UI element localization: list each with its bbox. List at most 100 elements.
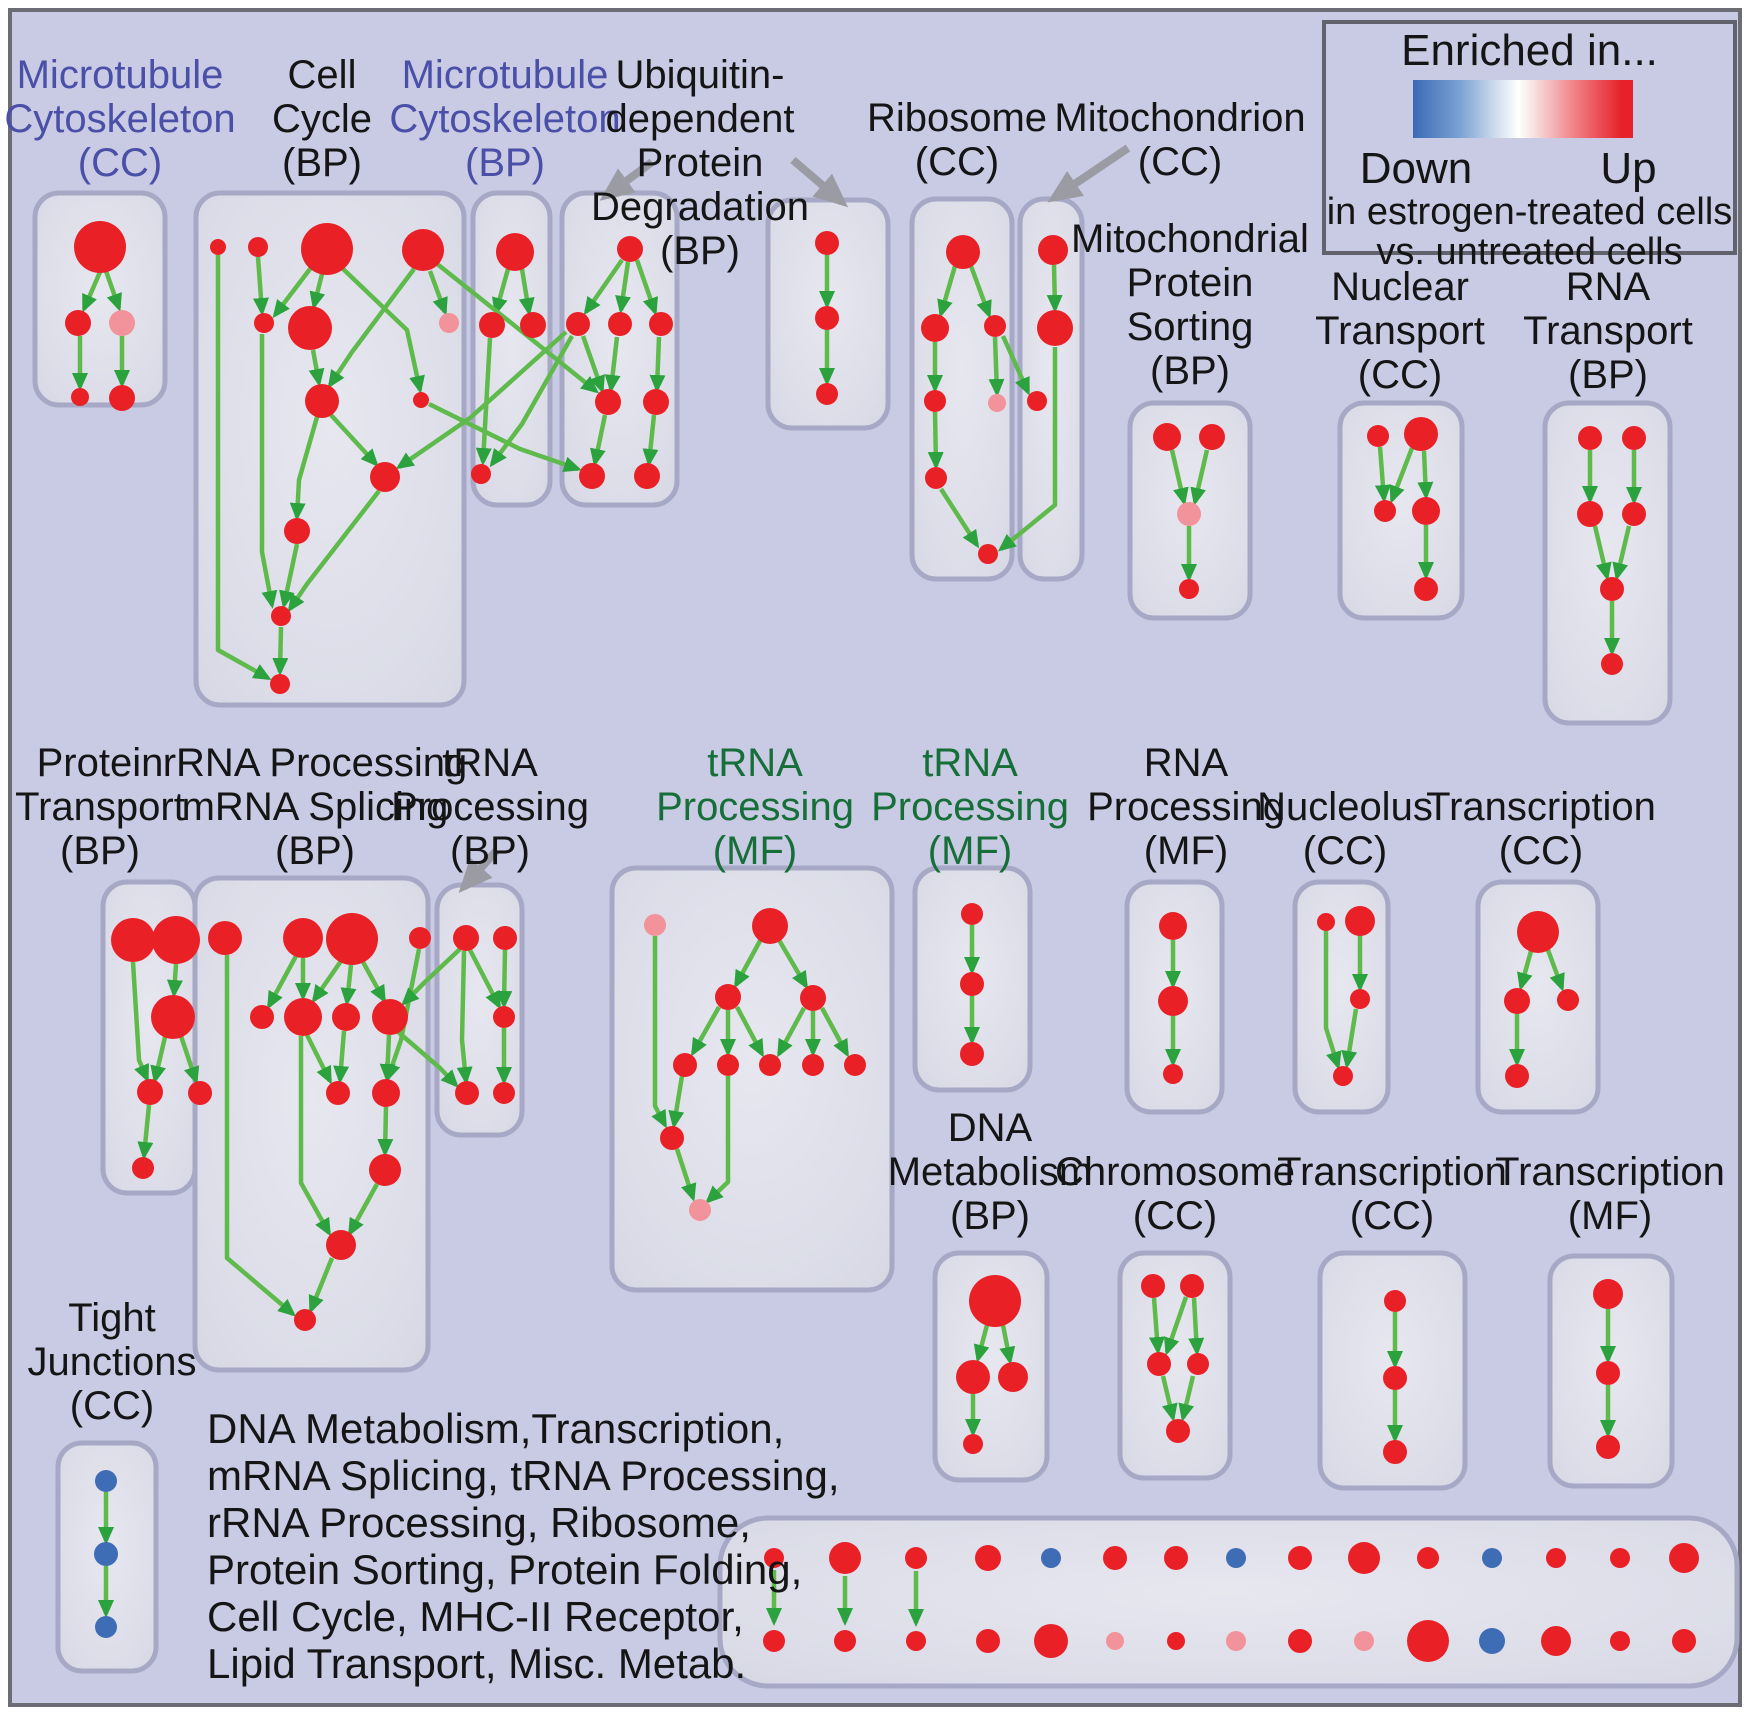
rrna-processing-mrna-splicing-bp-edge-9 <box>379 1034 396 1082</box>
tight-junctions-cc-node-0 <box>95 1470 117 1492</box>
mitochondrion-cc-node-1 <box>1037 310 1073 346</box>
trna-processing-bp-label-line-1: Processing <box>391 785 589 829</box>
trna-processing-mf-large-edge-8 <box>651 936 667 1129</box>
misc-cluster-text-line-3: Protein Sorting, Protein Folding, <box>207 1546 802 1593</box>
protein-transport-bp-label-line-2: (BP) <box>60 829 140 873</box>
transcription-mf-label-line-0: Transcription <box>1495 1150 1725 1194</box>
rrna-processing-mrna-splicing-bp-node-4 <box>250 1005 274 1029</box>
cell-cycle-bp-edge-5 <box>427 270 448 316</box>
cell-cycle-bp-label-line-0: Cell <box>288 53 357 97</box>
trna-processing-bp-edge-1 <box>496 949 513 1009</box>
dna-metabolism-bp-node-2 <box>998 1362 1028 1392</box>
trna-processing-mf-large-label-line-1: Processing <box>656 785 854 829</box>
trna-processing-mf-large-edge-10 <box>705 1076 731 1204</box>
group-boxes <box>32 190 1740 1689</box>
nuclear-transport-cc-label-line-2: (CC) <box>1358 353 1442 397</box>
cell-cycle-bp-node-0 <box>210 239 226 255</box>
cell-cycle-bp-node-6 <box>439 313 459 333</box>
misc-column-3-bottom-node <box>976 1629 1000 1653</box>
chromosome-cc-node-1 <box>1180 1274 1204 1298</box>
misc-cluster-text-line-5: Lipid Transport, Misc. Metab. <box>207 1640 746 1687</box>
ribosome-cc-edge-5 <box>939 487 980 549</box>
ubiquitin-dependent-protein-degradation-bp-node-4 <box>595 389 621 415</box>
rrna-processing-mrna-splicing-bp-edge-0 <box>224 955 297 1317</box>
transcription-cc-bottom-node-2 <box>1383 1440 1407 1464</box>
trna-processing-mf-large-node-10 <box>689 1199 711 1221</box>
nuclear-transport-cc-edge-1 <box>1389 447 1415 504</box>
misc-column-13-top-node <box>1610 1548 1630 1568</box>
nucleolus-cc-node-2 <box>1350 989 1370 1009</box>
cross-edge-1 <box>489 334 574 468</box>
nuclear-transport-cc-box <box>1337 400 1465 621</box>
mitochondrial-protein-sorting-bp-label-line-3: (BP) <box>1150 349 1230 393</box>
trna-processing-mf-large-node-8 <box>844 1054 866 1076</box>
trna-processing-mf-large-node-5 <box>717 1054 739 1076</box>
cell-cycle-bp-edge-2 <box>272 263 315 319</box>
ubiquitin-dependent-protein-degradation-bp-label-line-0: Ubiquitin- <box>616 53 785 97</box>
protein-transport-bp-edge-2 <box>150 1036 168 1084</box>
misc-column-3-top-node <box>975 1545 1001 1571</box>
cross-edge-2 <box>428 401 582 472</box>
rna-transport-bp-label-line-1: Transport <box>1523 309 1693 353</box>
nucleolus-cc-label-line-0: Nucleolus <box>1257 785 1433 829</box>
trna-processing-bp-edge-0 <box>468 948 501 1010</box>
nuclear-transport-cc-node-1 <box>1404 417 1438 451</box>
mitochondrion-cc-label-line-0: Mitochondrion <box>1054 96 1305 140</box>
trna-processing-mf-large-edge-0 <box>734 937 763 989</box>
cell-cycle-bp-label-line-2: (BP) <box>282 141 362 185</box>
transcription-cc-bottom-node-1 <box>1383 1366 1407 1390</box>
rna-transport-bp-label-line-0: RNA <box>1566 265 1651 309</box>
microtubule-cytoskeleton-bp-edge-2 <box>475 337 493 466</box>
misc-column-6-bottom-node <box>1167 1632 1185 1650</box>
microtubule-cytoskeleton-bp-label-line-2: (BP) <box>465 141 545 185</box>
misc-column-8-bottom-node <box>1288 1629 1312 1653</box>
misc-column-7-top-node <box>1226 1548 1246 1568</box>
microtubule-cytoskeleton-bp-label-line-0: Microtubule <box>402 53 609 97</box>
trna-processing-mf-large-node-1 <box>752 908 788 944</box>
ribosome-cc-node-2 <box>984 315 1006 337</box>
trna-processing-mf-large-label-line-2: (MF) <box>713 829 797 873</box>
rna-processing-mf-node-2 <box>1163 1064 1183 1084</box>
misc-column-0-bottom-node <box>763 1630 785 1652</box>
cell-cycle-bp-edge-8 <box>329 413 379 467</box>
misc-cluster-text-line-4: Cell Cycle, MHC-II Receptor, <box>207 1593 744 1640</box>
microtubule-cytoskeleton-bp-label-line-1: Cytoskeleton <box>389 97 620 141</box>
nucleolus-cc-node-0 <box>1317 913 1335 931</box>
trna-processing-mf-large-edge-7 <box>820 1006 849 1058</box>
protein-transport-bp-node-1 <box>152 916 200 964</box>
transcription-mf-node-1 <box>1596 1361 1620 1385</box>
trna-processing-bp-label-line-2: (BP) <box>450 829 530 873</box>
protein-transport-bp-node-2 <box>151 995 195 1039</box>
ubiquitin-degradation-cluster-2-node-2 <box>816 383 838 405</box>
mitochondrial-protein-sorting-bp-label-line-0: Mitochondrial <box>1071 217 1309 261</box>
rrna-processing-mrna-splicing-bp-label-line-0: rRNA Processing <box>163 741 468 785</box>
transcription-cc-bottom-label-line-0: Transcription <box>1277 1150 1507 1194</box>
ribosome-cc-node-0 <box>946 235 980 269</box>
microtubule-cytoskeleton-cc-label-line-1: Cytoskeleton <box>4 97 235 141</box>
cell-cycle-bp-edge-4 <box>339 265 425 394</box>
ribosome-cc-node-4 <box>988 394 1006 412</box>
ubiquitin-dependent-protein-degradation-bp-edge-2 <box>634 259 658 316</box>
trna-processing-mf-large-node-3 <box>800 985 826 1011</box>
trna-processing-bp-node-0 <box>453 925 479 951</box>
cell-cycle-bp-node-12 <box>270 674 290 694</box>
ribosome-cc-node-5 <box>925 467 947 489</box>
trna-processing-mf-large-node-2 <box>715 984 741 1010</box>
ubiquitin-dependent-protein-degradation-bp-edge-4 <box>604 336 621 393</box>
rna-transport-bp-edge-2 <box>1592 525 1612 581</box>
ubiquitin-dependent-protein-degradation-bp-label-line-1: dependent <box>605 97 794 141</box>
misc-column-9-top-node <box>1348 1542 1380 1574</box>
transcription-cc-mid-box <box>1475 879 1601 1115</box>
cell-cycle-bp-node-2 <box>301 223 353 275</box>
rrna-processing-mrna-splicing-bp-label-line-2: (BP) <box>275 829 355 873</box>
cell-cycle-bp-node-4 <box>254 313 274 333</box>
rrna-processing-mrna-splicing-bp-edge-8 <box>333 1030 350 1084</box>
chromosome-cc-edge-1 <box>1164 1296 1189 1356</box>
microtubule-cytoskeleton-cc-node-2 <box>109 310 135 336</box>
dna-metabolism-bp-label-line-1: Metabolism <box>888 1150 1093 1194</box>
label-pointer-arrow-1 <box>790 156 849 208</box>
cell-cycle-bp-edge-10 <box>259 334 278 609</box>
nucleolus-cc-label-line-1: (CC) <box>1303 829 1387 873</box>
transcription-cc-mid-label-line-1: (CC) <box>1499 829 1583 873</box>
protein-transport-bp-edge-4 <box>137 1104 154 1160</box>
